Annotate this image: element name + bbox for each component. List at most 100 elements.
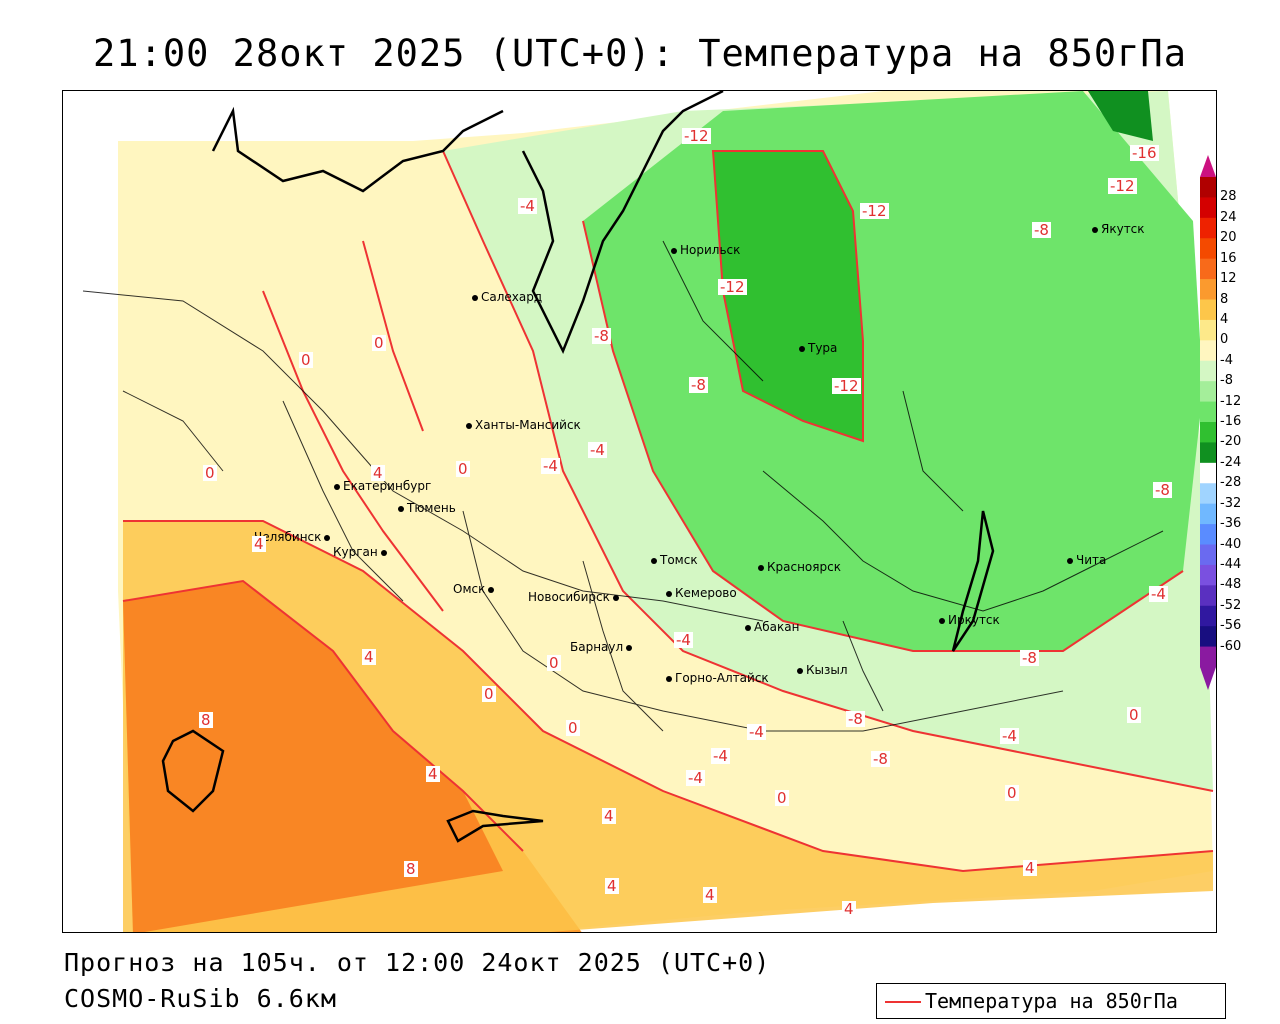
city-marker-icon [334,483,340,490]
isotherm-label: -4 [1000,727,1019,745]
colorbar-cell [1200,483,1216,505]
city-khanty-mansiysk: Ханты-Мансийск [466,418,581,432]
city-marker-icon [612,594,619,601]
temperature-map [82,91,1214,932]
isotherm-label: -4 [541,457,560,475]
isotherm-label: 8 [199,711,213,729]
colorbar-cell [1200,564,1216,586]
colorbar-label: -8 [1220,373,1233,389]
city-omsk: Омск [453,582,497,596]
isotherm-label: 0 [1005,784,1019,802]
colorbar-cell [1200,626,1216,648]
city-tomsk: Томск [651,553,698,567]
region-borders [82,240,1164,732]
colorbar-label: -52 [1220,597,1242,613]
isotherm-label: 0 [482,685,496,703]
city-marker-icon [1067,557,1073,564]
colorbar-label: 8 [1220,291,1229,307]
city-kurgan: Курган [333,545,390,559]
colorbar-label: -56 [1220,618,1242,634]
isotherm-label: 0 [1127,706,1141,724]
model-name: COSMO-RuSib 6.6км [64,984,337,1013]
colorbar-cell [1200,177,1216,198]
colorbar-label: -32 [1220,495,1242,511]
colorbar-cell [1200,442,1216,464]
isotherm-label: -8 [1153,481,1172,499]
city-marker-icon [466,422,472,429]
isotherm-label: 4 [426,765,440,783]
isotherm-label: -12 [682,127,711,145]
coastline [161,91,995,843]
colorbar-cell [1200,462,1216,484]
colorbar-cell [1200,605,1216,627]
colorbar-cell [1200,258,1216,280]
colorbar-bottom-arrow-icon [1200,667,1216,690]
colorbar-label: -40 [1220,536,1242,552]
city-marker-icon [472,294,478,301]
colorbar-cell [1200,319,1216,341]
city-marker-icon [939,617,945,624]
isotherm-label: 0 [203,464,217,482]
city-marker-icon [651,557,657,564]
isotherm-label: -16 [1130,144,1159,162]
colorbar-label: -44 [1220,556,1242,572]
colorbar-label: 4 [1220,311,1229,327]
isotherm-label: -4 [674,631,693,649]
isotherm-label: -12 [860,202,889,220]
forecast-info: Прогноз на 105ч. от 12:00 24окт 2025 (UT… [64,948,771,977]
isotherm-label: 0 [456,460,470,478]
colorbar-cell [1200,360,1216,382]
city-yakutsk: Якутск [1092,222,1145,236]
city-kyzyl: Кызыл [797,663,848,677]
isotherm-label: -8 [1032,221,1051,239]
colorbar-label: -20 [1220,434,1242,450]
isotherm-label: 4 [703,886,717,904]
colorbar-cell [1200,524,1216,545]
cold-zone-minus16 [1088,91,1153,141]
legend-label: Температура на 850гПа [925,989,1178,1013]
isotherm-label: -8 [846,710,865,728]
colorbar-label: 16 [1220,250,1237,266]
city-marker-icon [488,586,495,593]
colorbar-cell [1200,381,1216,403]
isotherm-label: -8 [592,327,611,345]
colorbar-cell [1200,340,1216,362]
isotherm-label: 4 [605,877,619,895]
isotherm-label: -4 [711,747,730,765]
city-novosibirsk: Новосибирск [528,590,622,604]
colorbar-cell [1200,585,1216,607]
city-marker-icon [671,247,677,254]
colorbar-label: 20 [1220,230,1237,246]
isotherm-label: 0 [775,789,789,807]
isotherm-label: -4 [518,197,537,215]
city-marker-icon [398,505,404,512]
colorbar-cell [1200,238,1216,260]
isotherm-label: 4 [371,464,385,482]
isotherm-label: -8 [1020,649,1039,667]
isotherm-label: -4 [686,769,705,787]
warm-zone-8b [123,581,503,932]
map-title: 21:00 28окт 2025 (UTC+0): Температура на… [93,32,1187,75]
colorbar-label: -60 [1220,638,1242,654]
isotherm-label: 4 [602,807,616,825]
isotherm-label: 0 [299,351,313,369]
city-marker-icon [758,564,764,571]
city-marker-icon [626,644,633,651]
city-marker-icon [666,590,672,597]
map-area[interactable] [62,90,1217,933]
colorbar-cell [1200,299,1216,321]
city-marker-icon [745,624,751,631]
city-barnaul: Барнаул [570,640,635,654]
colorbar-label: -12 [1220,393,1242,409]
colorbar-cells [1200,177,1216,668]
colorbar [1200,155,1216,690]
colorbar-cell [1200,422,1216,443]
isotherm-label: -12 [1108,177,1137,195]
isotherm-label: -4 [1149,585,1168,603]
colorbar-cell [1200,197,1216,219]
isotherm-label: 0 [372,334,386,352]
isotherm-label: 4 [252,535,266,553]
city-gorno-altaysk: Горно-Алтайск [666,671,769,685]
isotherm-label: 4 [842,900,856,918]
colorbar-label: 24 [1220,209,1237,225]
